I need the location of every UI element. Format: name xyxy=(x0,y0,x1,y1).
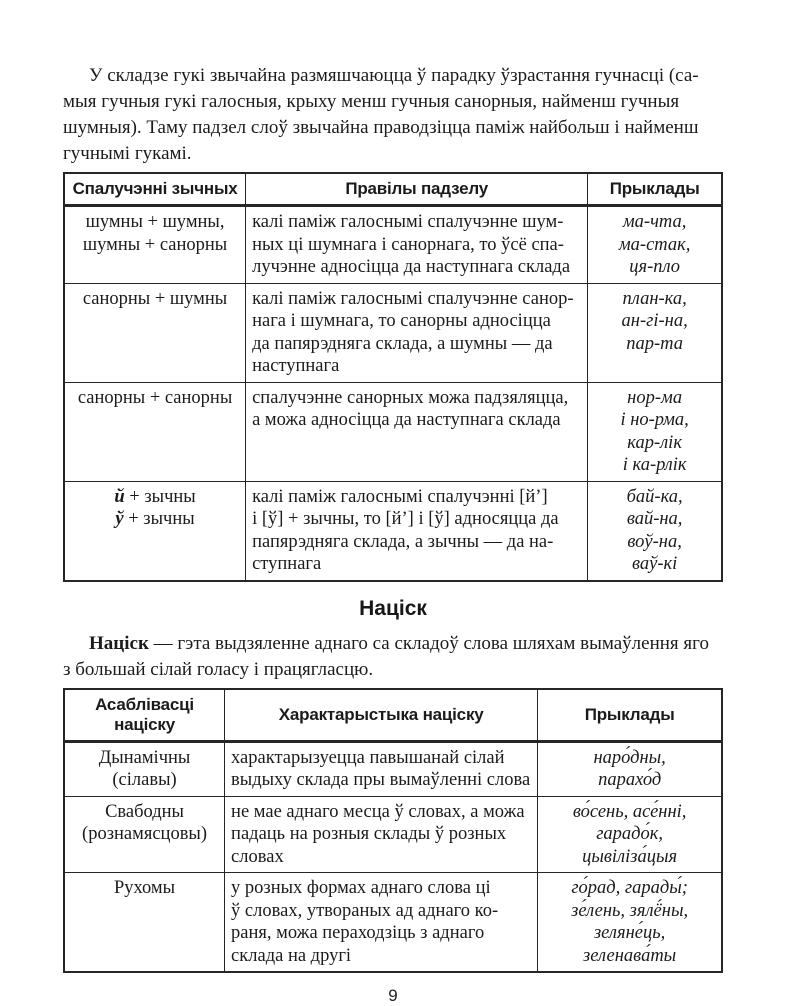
examples-cell: наро́дны, парахо́д xyxy=(537,740,723,797)
table-row: Свабодны (рознамясцовы) не мае аднаго ме… xyxy=(63,795,723,873)
combination-cell: й + зычны ў + зычны xyxy=(63,480,247,581)
examples-cell: бай-ка, вай-на, воў-на, ваў-кі xyxy=(587,480,723,581)
stress-features-table: Асаблівасці націску Характарыстыка націс… xyxy=(63,687,723,973)
description-cell: у розных формах аднаго слова ці ў словах… xyxy=(224,872,539,973)
table-header-row: Асаблівасці націску Характарыстыка націс… xyxy=(63,688,723,743)
book-page: У складзе гукі звычайна размяшчаюцца ў п… xyxy=(63,0,723,1006)
rule-cell: калі паміж галоснымі спалучэнне шум- ных… xyxy=(245,205,589,284)
table1-header-examples: Прыклады xyxy=(587,172,723,207)
stress-definition-paragraph: Націск — гэта выдзяленне аднаго са склад… xyxy=(63,631,723,683)
combination-cell: санорны + шумны xyxy=(63,282,247,383)
table2-header-examples: Прыклады xyxy=(537,688,723,743)
table-row: шумны + шумны, шумны + санорны калі памі… xyxy=(63,205,723,284)
letter-j-short: й xyxy=(114,486,125,507)
table-row: Рухомы у розных формах аднаго слова ці ў… xyxy=(63,872,723,973)
description-cell: характарызуецца павышанай сілай выдыху с… xyxy=(224,740,539,797)
examples-cell: план-ка, ан-гі-на, пар-та xyxy=(587,282,723,383)
table-row: й + зычны ў + зычны калі паміж галоснымі… xyxy=(63,480,723,581)
table1-header-combinations: Спалучэнні зычных xyxy=(63,172,247,207)
stress-type-cell: Дынамічны (сілавы) xyxy=(63,740,226,797)
combination-rest: + зычны xyxy=(124,486,196,507)
section-heading: Націск xyxy=(359,596,427,620)
syllable-division-table: Спалучэнні зычных Правілы падзелу Прыкла… xyxy=(63,172,723,582)
table2-header-characteristics: Характарыстыка націску xyxy=(224,688,539,743)
combination-cell: санорны + санорны xyxy=(63,381,247,482)
letter-u-short: ў xyxy=(115,509,124,529)
term-nacisk: Націск xyxy=(89,632,149,654)
examples-cell: во́сень, асе́нні, гарадо́к, цывіліза́цыя xyxy=(537,795,723,873)
table-row: санорны + санорны спалучэнне санорных мо… xyxy=(63,381,723,482)
stress-type-cell: Свабодны (рознамясцовы) xyxy=(63,795,226,873)
table1-header-rules: Правілы падзелу xyxy=(245,172,589,207)
examples-cell: нор-ма і но-рма, кар-лік і ка-рлік xyxy=(587,381,723,482)
rule-cell: калі паміж галоснымі спалучэнні [й’] і [… xyxy=(245,480,589,581)
rule-cell: калі паміж галоснымі спалучэнне санор- н… xyxy=(245,282,589,383)
rule-cell: спалучэнне санорных можа падзяляцца, а м… xyxy=(245,381,589,482)
description-cell: не мае аднаго месца ў словах, а можа пад… xyxy=(224,795,539,873)
table-header-row: Спалучэнні зычных Правілы падзелу Прыкла… xyxy=(63,172,723,207)
examples-cell: го́рад, гарады́; зе́лень, зялё́ны, зелян… xyxy=(537,872,723,973)
examples-cell: ма-чта, ма-стак, ця-пло xyxy=(587,205,723,284)
table-row: санорны + шумны калі паміж галоснымі спа… xyxy=(63,282,723,383)
intro-paragraph: У складзе гукі звычайна размяшчаюцца ў п… xyxy=(63,65,699,164)
definition-text: — гэта выдзяленне аднаго са складоў слов… xyxy=(63,632,709,680)
table2-header-features: Асаблівасці націску xyxy=(63,688,226,743)
table-row: Дынамічны (сілавы) характарызуецца павыш… xyxy=(63,740,723,797)
page-number: 9 xyxy=(388,986,398,1005)
combination-rest: + зычны xyxy=(123,509,195,529)
combination-cell: шумны + шумны, шумны + санорны xyxy=(63,205,247,284)
stress-type-cell: Рухомы xyxy=(63,872,226,973)
